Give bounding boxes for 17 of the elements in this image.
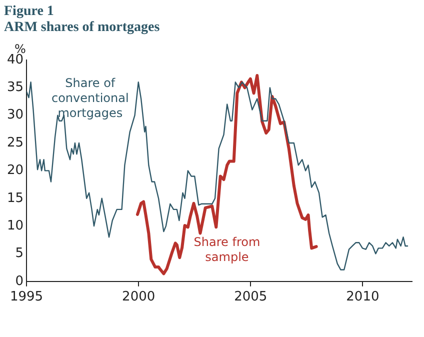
y-tick-label: 25 [6, 135, 24, 150]
y-tick-label: 35 [6, 80, 24, 96]
x-tick-label: 2005 [234, 290, 268, 305]
x-tick-label: 2000 [122, 290, 156, 305]
series-label: Share of conventional mortgages [51, 76, 129, 120]
x-tick-label: 2010 [346, 290, 380, 305]
y-tick-label: 30 [6, 108, 24, 123]
x-tick-label: 1995 [10, 290, 44, 305]
series-label: Share from sample [194, 235, 260, 264]
y-tick-label: 5 [15, 246, 24, 262]
y-tick-label: 15 [6, 190, 24, 206]
y-tick-label: 40 [6, 52, 24, 68]
y-tick-label: 10 [6, 218, 24, 234]
y-tick-label: 20 [6, 163, 24, 178]
chart-subtitle: ARM shares of mortgages [4, 20, 161, 36]
chart-title: Figure 1 [4, 4, 55, 20]
y-tick-label: 0 [15, 274, 24, 289]
